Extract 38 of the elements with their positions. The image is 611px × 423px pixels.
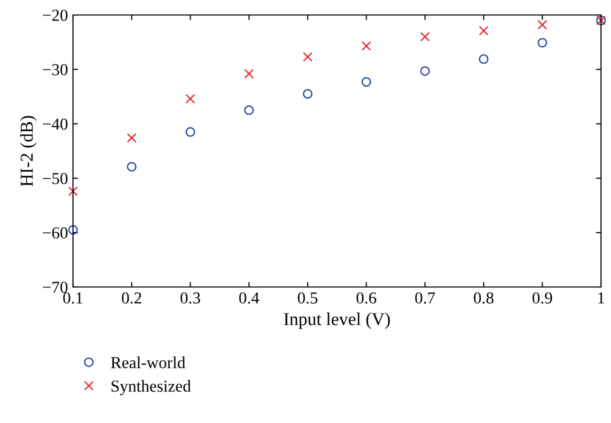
x-tick-label: 0.4	[239, 292, 260, 304]
x-tick-label: 1	[598, 292, 604, 304]
point	[302, 52, 312, 62]
x-tick-label: 0.2	[122, 292, 142, 304]
point	[362, 77, 372, 87]
y-tick-label: −70	[42, 282, 68, 293]
point	[538, 38, 548, 48]
legend-label: Synthesized	[112, 380, 191, 396]
point	[126, 133, 136, 143]
x-tick-label: 0.7	[415, 292, 435, 304]
point	[186, 127, 196, 137]
point	[68, 186, 78, 196]
x-tick-label: 0.5	[298, 292, 318, 304]
x-tick-label: 0.3	[180, 292, 200, 304]
point	[244, 68, 254, 79]
x-tick-label: 0.8	[474, 292, 494, 304]
x-tick-label: 0.9	[532, 292, 552, 304]
y-tick-label: −60	[42, 227, 68, 239]
legend-label: Real-world	[110, 356, 186, 368]
point	[244, 105, 254, 115]
x-tick-label: 0.1	[63, 292, 82, 304]
point	[302, 89, 312, 99]
point	[478, 54, 488, 64]
x-axis-title: Input level (V)	[284, 312, 390, 329]
point	[420, 66, 430, 76]
point	[186, 94, 196, 104]
point	[420, 32, 430, 42]
point	[478, 26, 488, 36]
y-tick-label: −30	[42, 64, 68, 76]
point	[126, 162, 136, 172]
x-tick-label: 0.6	[356, 292, 376, 304]
y-tick-label: −40	[42, 118, 68, 130]
y-axis-title: HI-2 (dB)	[20, 116, 37, 186]
point	[538, 20, 548, 30]
y-tick-label: −20	[42, 10, 68, 21]
point	[362, 41, 372, 51]
y-tick-label: −50	[42, 172, 68, 184]
point	[68, 225, 78, 235]
